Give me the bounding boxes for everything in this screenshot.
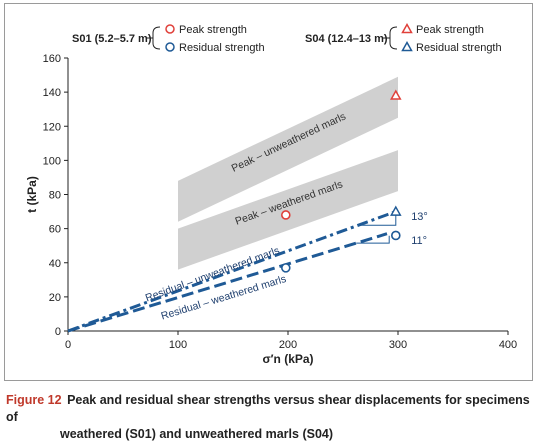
- data-point-triangle: [390, 205, 402, 216]
- x-tick-label: 300: [389, 339, 407, 351]
- legend-brace: [389, 26, 398, 50]
- legend-marker-triangle: [401, 40, 413, 52]
- data-point-circle: [280, 263, 291, 273]
- caption-line-1: Peak and residual shear strengths versus…: [6, 393, 530, 424]
- legend-marker-circle: [165, 42, 175, 52]
- strength-line: [67, 210, 397, 333]
- x-tick-label: 0: [65, 339, 71, 351]
- legend-marker-triangle: [401, 22, 413, 34]
- y-tick-label: 0: [55, 326, 61, 338]
- caption-figure-label: Figure 12: [6, 393, 62, 407]
- y-axis-label: t (kPa): [25, 176, 39, 213]
- x-tick-label: 400: [499, 339, 517, 351]
- strength-band: [178, 76, 398, 222]
- legend-marker-circle: [165, 24, 175, 34]
- strength-line: [67, 232, 388, 333]
- legend-entry-label: Residual strength: [179, 42, 265, 54]
- y-tick-label: 40: [49, 258, 61, 270]
- figure-frame: [4, 3, 533, 381]
- y-tick-label: 100: [43, 155, 61, 167]
- y-tick-label: 20: [49, 292, 61, 304]
- chart: 0 20 40 60 80 100 120 140 160 0 100 200 300 400 σ′n (k…: [25, 22, 517, 366]
- y-tick-label: 140: [43, 87, 61, 99]
- x-tick-label: 200: [279, 339, 297, 351]
- y-tick-label: 80: [49, 190, 61, 202]
- angle-bracket: [356, 235, 390, 244]
- legend-brace: [152, 26, 161, 50]
- legend-entry-label: Peak strength: [179, 24, 247, 36]
- angle-annotation: 11°: [411, 235, 427, 247]
- data-point-circle: [280, 210, 291, 220]
- caption-line-2: weathered (S01) and unweathered marls (S…: [60, 427, 334, 441]
- y-tick-label: 160: [43, 53, 61, 65]
- y-tick-label: 120: [43, 121, 61, 133]
- legend-group-label: S01 (5.2–5.7 m): [72, 33, 152, 45]
- x-axis-label: σ′n (kPa): [262, 352, 313, 366]
- legend-entry-label: Peak strength: [416, 24, 484, 36]
- y-tick-label: 60: [49, 224, 61, 236]
- legend-group-label: S04 (12.4–13 m): [305, 33, 388, 45]
- legend-entry-label: Residual strength: [416, 42, 502, 54]
- angle-bracket: [359, 213, 397, 226]
- figure-caption: Figure 12 Peak and residual shear streng…: [6, 392, 534, 443]
- data-point-triangle: [390, 89, 402, 100]
- angle-annotation: 13°: [411, 211, 428, 223]
- data-point-circle: [390, 230, 401, 241]
- strength-band: [178, 150, 398, 270]
- x-tick-label: 100: [169, 339, 187, 351]
